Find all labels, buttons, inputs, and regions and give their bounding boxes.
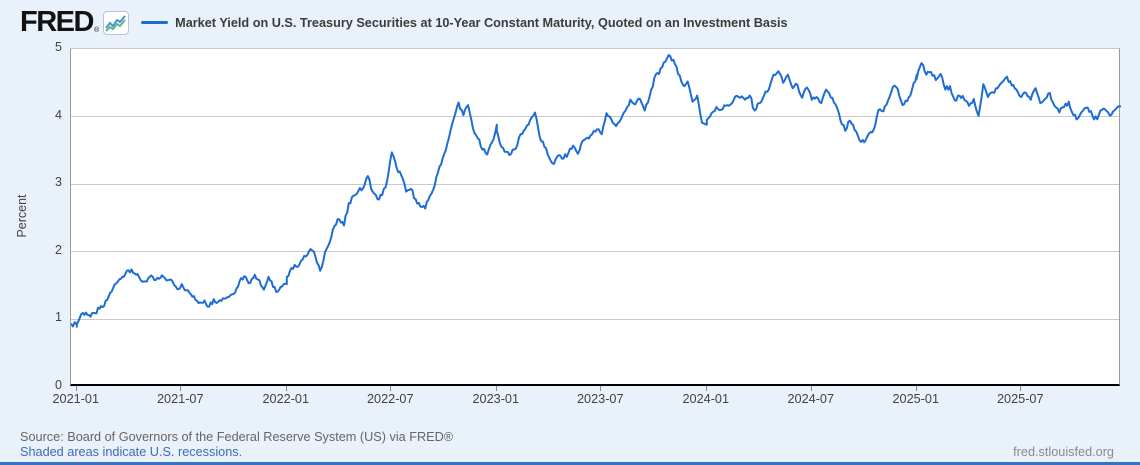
fred-logo-text: FRED xyxy=(20,6,94,38)
y-axis-title: Percent xyxy=(15,194,29,238)
plot-area[interactable] xyxy=(70,48,1121,386)
series-line-svg xyxy=(71,54,1121,328)
x-tick-mark-2023-07 xyxy=(600,386,602,391)
gridline-y-2 xyxy=(71,251,1119,253)
gridline-y-4 xyxy=(71,116,1119,118)
fred-logo-link[interactable]: FRED ® xyxy=(20,6,130,38)
x-tick-mark-2021-07 xyxy=(180,386,182,391)
x-tick-mark-2024-07 xyxy=(810,386,812,391)
y-tick-label-3: 3 xyxy=(55,175,62,190)
x-tick-label-2024-07: 2024-07 xyxy=(787,392,835,406)
gridline-y-1 xyxy=(71,318,1119,320)
x-tick-mark-2025-07 xyxy=(1020,386,1022,391)
y-tick-label-2: 2 xyxy=(55,242,62,257)
x-tick-label-2022-07: 2022-07 xyxy=(366,392,414,406)
x-tick-label-2025-07: 2025-07 xyxy=(996,392,1044,406)
x-tick-mark-2023-01 xyxy=(495,386,497,391)
recession-note-link[interactable]: Shaded areas indicate U.S. recessions. xyxy=(20,445,243,459)
x-tick-mark-2025-01 xyxy=(915,386,917,391)
x-tick-label-2024-01: 2024-01 xyxy=(682,392,730,406)
x-tick-label-2021-07: 2021-07 xyxy=(156,392,204,406)
x-tick-label-2023-07: 2023-07 xyxy=(576,392,624,406)
fred-registered-mark: ® xyxy=(93,27,100,34)
bottom-accent-strip xyxy=(0,462,1140,465)
x-tick-mark-2022-01 xyxy=(285,386,287,391)
x-tick-label-2022-01: 2022-01 xyxy=(262,392,310,406)
fred-sparkline-icon xyxy=(103,11,130,35)
x-tick-mark-2024-01 xyxy=(705,386,707,391)
source-attribution: Source: Board of Governors of the Federa… xyxy=(20,430,454,444)
y-tick-label-4: 4 xyxy=(55,107,62,122)
x-tick-label-2021-01: 2021-01 xyxy=(52,392,100,406)
x-tick-label-2023-01: 2023-01 xyxy=(472,392,520,406)
y-tick-label-1: 1 xyxy=(55,310,62,325)
x-tick-mark-2021-01 xyxy=(75,386,77,391)
x-tick-label-2025-01: 2025-01 xyxy=(892,392,940,406)
x-tick-mark-2022-07 xyxy=(390,386,392,391)
legend-line-swatch xyxy=(141,20,169,24)
series-title: Market Yield on U.S. Treasury Securities… xyxy=(175,15,788,30)
series-line xyxy=(71,54,1121,328)
chart-header: FRED ® Market Yield on U.S. Treasury Sec… xyxy=(20,5,788,39)
y-tick-label-5: 5 xyxy=(55,40,62,54)
site-url: fred.stlouisfed.org xyxy=(1013,445,1114,459)
y-tick-label-0: 0 xyxy=(55,378,62,392)
gridline-y-3 xyxy=(71,183,1119,185)
